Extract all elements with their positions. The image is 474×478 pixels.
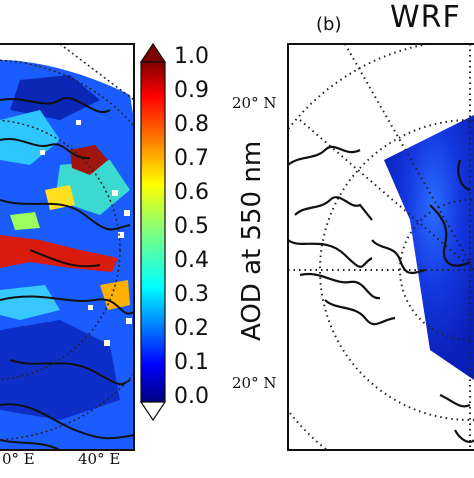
aod-mid-patch: [0, 285, 60, 320]
colorbar-tick: 0.6: [174, 180, 209, 205]
colorbar-tick: 0.2: [174, 316, 209, 341]
colorbar-tick: 0.1: [174, 350, 209, 375]
colorbar-tick: 0.8: [174, 112, 209, 137]
aod-low-patch: [10, 75, 100, 120]
panel-b-graticule: [288, 44, 474, 450]
colorbar-tick: 0.3: [174, 282, 209, 307]
colorbar-tick: 0.4: [174, 248, 209, 273]
panel-a-frame: [0, 43, 135, 451]
aod-mid-high-patch: [10, 212, 40, 230]
wrf-domain: [384, 115, 474, 380]
colorbar-body: [140, 61, 166, 403]
aod-mid-high-patch: [100, 280, 130, 310]
colorbar-extend-max: [139, 42, 167, 63]
colorbar: [139, 42, 167, 422]
panel-b-coastlines: [288, 145, 474, 444]
colorbar-tick: 0.5: [174, 214, 209, 239]
panel-b-title: WRF: [390, 0, 461, 35]
panel-a-lon-label-0: 0° E: [2, 450, 35, 468]
panel-b-map: [288, 44, 474, 450]
aod-high-patch: [70, 145, 108, 175]
panel-a-lon-label-1: 40° E: [78, 450, 121, 468]
panel-a-graticule: [0, 44, 134, 441]
panel-a-map: [0, 44, 134, 450]
aod-pixel-noise: [40, 120, 132, 346]
panel-b-frame: [287, 43, 474, 451]
colorbar-extend-min: [139, 401, 167, 422]
aod-high-patch: [0, 235, 118, 272]
colorbar-tick: 0.9: [174, 78, 209, 103]
panel-b-lat-label-0: 20° N: [232, 94, 277, 112]
panel-a-coastlines: [0, 97, 134, 450]
colorbar-tick: 0.0: [174, 384, 209, 409]
aod-low-patch: [0, 320, 120, 420]
colorbar-title: AOD at 550 nm: [237, 140, 267, 341]
panel-b-lat-label-1: 20° N: [232, 374, 277, 392]
colorbar-tick: 1.0: [174, 44, 209, 69]
colorbar-tick: 0.7: [174, 146, 209, 171]
panel-b-label: (b): [316, 14, 342, 35]
